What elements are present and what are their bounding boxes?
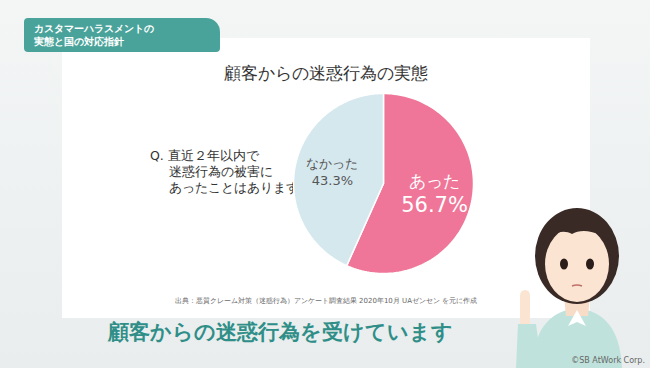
html-text:実態と国の対応指針: 実態と国の対応指針 (34, 36, 124, 47)
html-text:Q. 直近２年以内で: Q. 直近２年以内で (150, 148, 259, 163)
svg-text:56.7%: 56.7% (401, 193, 468, 217)
html-text:顧客からの迷惑行為の実態: 顧客からの迷惑行為の実態 (224, 63, 428, 83)
html-text:©SB AtWork Corp.: ©SB AtWork Corp. (571, 356, 645, 365)
svg-text:あった: あった (409, 171, 460, 191)
svg-text:43.3%: 43.3% (312, 173, 353, 188)
html-text:あったことはありますか: あったことはありますか (169, 180, 312, 195)
html-text:迷惑行為の被害に: 迷惑行為の被害に (169, 164, 273, 179)
svg-text:なかった: なかった (306, 156, 358, 171)
html-text:顧客からの迷惑行為を受けています: 顧客からの迷惑行為を受けています (107, 320, 453, 344)
html-text:カスタマーハラスメントの: カスタマーハラスメントの (34, 23, 154, 34)
html-text:出典：悪質クレーム対策（迷惑行為）アンケート調査結果 202: 出典：悪質クレーム対策（迷惑行為）アンケート調査結果 2020年10月 UAゼン… (174, 297, 478, 305)
